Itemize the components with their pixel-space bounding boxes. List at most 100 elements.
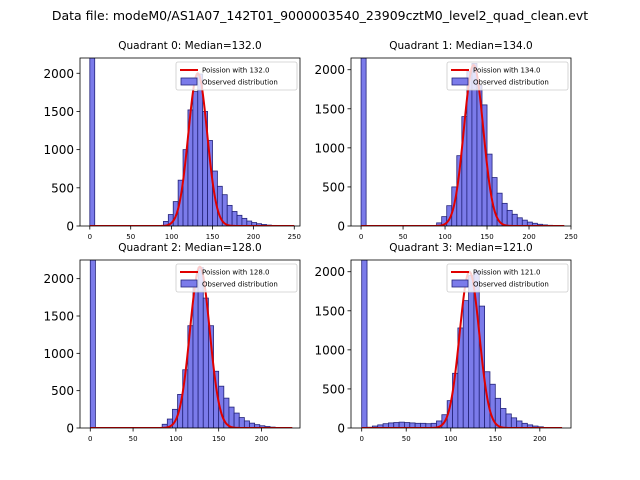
histogram-bar: [360, 58, 367, 226]
x-tick-label: 200: [522, 233, 535, 241]
axes-frame: [79, 57, 301, 227]
x-tick-label: 50: [126, 233, 135, 241]
legend-bar-swatch: [180, 279, 198, 288]
histogram-bar: [236, 214, 243, 226]
x-tick-label: 200: [533, 435, 546, 443]
legend-bar-label: Observed distribution: [473, 79, 549, 87]
poisson-curve: [89, 72, 295, 226]
x-tick-label: 0: [359, 233, 363, 241]
legend: Poission with 132.0 Observed distribution: [175, 61, 298, 91]
legend-line-label: Poission with 121.0: [473, 269, 541, 277]
histogram-bar: [89, 260, 96, 428]
axes-frame: [350, 259, 572, 429]
y-tick-label: 2000: [314, 265, 345, 279]
histogram-bar: [462, 300, 469, 428]
legend-line-label: Poission with 132.0: [202, 67, 270, 75]
legend-box: [446, 61, 569, 91]
y-tick-label: 2000: [43, 67, 74, 81]
y-tick-label: 0: [337, 422, 345, 436]
poisson-curve: [361, 270, 563, 428]
x-tick-label: 150: [480, 233, 493, 241]
x-tick-label: 100: [438, 233, 451, 241]
histogram-bar: [231, 211, 238, 226]
x-tick-label: 50: [402, 435, 411, 443]
subplot-title: Quadrant 2: Median=128.0: [118, 242, 261, 254]
subplot-title: Quadrant 0: Median=132.0: [118, 40, 261, 52]
histogram-bar: [505, 413, 512, 428]
bars: [89, 260, 276, 428]
legend-line-label: Poission with 134.0: [473, 67, 541, 75]
x-tick-label: 200: [247, 233, 260, 241]
x-tick-label: 150: [212, 435, 225, 443]
y-tick-label: 1500: [314, 304, 345, 318]
subplot-title: Quadrant 3: Median=121.0: [389, 242, 532, 254]
y-tick-label: 1500: [43, 310, 74, 324]
histogram-bar: [89, 58, 96, 226]
y-tick-label: 0: [66, 220, 74, 234]
x-tick-label: 250: [288, 233, 301, 241]
histogram-bar: [192, 91, 199, 226]
legend-bar-label: Observed distribution: [202, 79, 278, 87]
y-tick-label: 1500: [314, 102, 345, 116]
x-tick-label: 250: [564, 233, 577, 241]
x-tick-label: 150: [206, 233, 219, 241]
legend: Poission with 121.0 Observed distribution: [446, 263, 569, 293]
y-tick-label: 0: [337, 220, 345, 234]
histogram-bar: [233, 412, 240, 428]
histogram-bar: [238, 417, 245, 428]
axes-frame: [79, 259, 301, 429]
legend-line-label: Poission with 128.0: [202, 269, 270, 277]
histogram-bar: [468, 275, 475, 428]
subplot-quadrant-2: Quadrant 2: Median=128.0 0 50 100 150 2000 500…: [43, 242, 301, 443]
legend-box: [175, 61, 298, 91]
subplot-quadrant-3: Quadrant 3: Median=121.00 50 100 150 2000500…: [314, 242, 572, 443]
x-tick-label: 100: [444, 435, 457, 443]
y-tick-label: 2000: [314, 63, 345, 77]
histogram-bar: [228, 406, 235, 428]
y-tick-label: 500: [322, 382, 345, 396]
x-tick-label: 50: [129, 435, 138, 443]
x-tick-label: 100: [165, 233, 178, 241]
legend-bar-swatch: [180, 77, 198, 86]
histogram-bar: [511, 213, 518, 226]
y-tick-label: 1000: [43, 143, 74, 157]
histogram-bar: [241, 217, 248, 226]
x-tick-label: 200: [255, 435, 268, 443]
legend: Poission with 128.0 Observed distribution: [175, 263, 298, 293]
histogram-bar: [506, 209, 513, 226]
axes-frame: [350, 57, 572, 227]
histogram-bar: [197, 73, 204, 226]
histogram-bar: [361, 260, 368, 428]
y-tick-label: 1000: [43, 347, 74, 361]
legend-bar-swatch: [451, 77, 469, 86]
subplot-quadrant-0: Quadrant 0: Median=132.0 0 50 100 150 200 250 0…: [43, 40, 301, 241]
y-tick-label: 1500: [43, 105, 74, 119]
legend-box: [446, 263, 569, 293]
legend-bar-swatch: [451, 279, 469, 288]
histogram-bar: [192, 287, 199, 428]
x-tick-label: 50: [399, 233, 408, 241]
y-tick-label: 2000: [43, 272, 74, 286]
histogram-bar: [516, 420, 523, 428]
legend-bar-label: Observed distribution: [202, 281, 278, 289]
x-tick-label: 100: [169, 435, 182, 443]
histogram-bar: [501, 202, 508, 226]
subplot-title: Quadrant 1: Median=134.0: [389, 40, 532, 52]
legend: Poission with 134.0 Observed distribution: [446, 61, 569, 91]
y-tick-label: 500: [51, 384, 74, 398]
y-tick-label: 1000: [314, 141, 345, 155]
poisson-curve: [361, 63, 565, 226]
y-tick-label: 500: [322, 180, 345, 194]
legend-bar-label: Observed distribution: [473, 281, 549, 289]
histogram-bar: [510, 417, 518, 428]
histogram-bar: [243, 420, 250, 428]
legend-box: [175, 263, 298, 293]
x-tick-label: 0: [359, 435, 363, 443]
poisson-curve: [90, 265, 293, 428]
y-tick-label: 0: [66, 422, 74, 436]
histogram-bar: [226, 204, 233, 226]
y-tick-label: 1000: [314, 343, 345, 357]
histogram-bar: [516, 217, 523, 226]
